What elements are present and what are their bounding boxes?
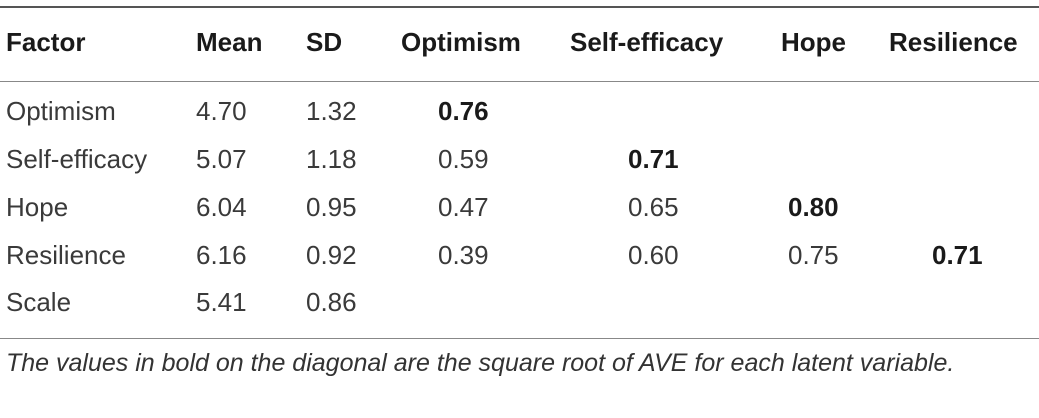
cell-mean: 5.07 xyxy=(196,144,247,174)
cell-factor: Self-efficacy xyxy=(6,144,148,174)
cell-factor: Scale xyxy=(6,287,72,317)
cell-sd: 0.86 xyxy=(306,287,357,317)
cell-factor: Hope xyxy=(6,192,69,222)
cell-mean: 4.70 xyxy=(196,96,247,126)
table-header-rule xyxy=(0,81,1039,82)
cell-optimism: 0.47 xyxy=(438,192,489,222)
table-row: Resilience 6.16 0.92 0.39 0.60 0.75 0.71 xyxy=(0,235,1039,275)
table-row: Scale 5.41 0.86 xyxy=(0,282,1039,322)
header-resilience: Resilience xyxy=(889,27,1018,57)
cell-factor: Optimism xyxy=(6,96,116,126)
cell-mean: 6.04 xyxy=(196,192,247,222)
cell-optimism: 0.39 xyxy=(438,240,489,270)
header-sd: SD xyxy=(306,27,343,57)
cell-sd: 0.92 xyxy=(306,240,357,270)
cell-mean: 6.16 xyxy=(196,240,247,270)
table-top-rule xyxy=(0,6,1039,8)
cell-mean: 5.41 xyxy=(196,287,247,317)
header-hope: Hope xyxy=(781,27,846,57)
cell-hope: 0.80 xyxy=(788,192,839,222)
cell-self-efficacy: 0.60 xyxy=(628,240,679,270)
cell-factor: Resilience xyxy=(6,240,126,270)
cell-self-efficacy: 0.65 xyxy=(628,192,679,222)
header-mean: Mean xyxy=(196,27,263,57)
header-factor: Factor xyxy=(6,27,86,57)
table-header-row: Factor Mean SD Optimism Self-efficacy Ho… xyxy=(0,22,1039,62)
table-row: Self-efficacy 5.07 1.18 0.59 0.71 xyxy=(0,139,1039,179)
cell-optimism: 0.59 xyxy=(438,144,489,174)
table-row: Hope 6.04 0.95 0.47 0.65 0.80 xyxy=(0,187,1039,227)
cell-resilience: 0.71 xyxy=(932,240,983,270)
cell-sd: 1.32 xyxy=(306,96,357,126)
table-bottom-rule xyxy=(0,338,1039,339)
header-optimism: Optimism xyxy=(401,27,521,57)
cell-self-efficacy: 0.71 xyxy=(628,144,679,174)
cell-optimism: 0.76 xyxy=(438,96,489,126)
cell-sd: 1.18 xyxy=(306,144,357,174)
table-row: Optimism 4.70 1.32 0.76 xyxy=(0,91,1039,131)
header-self-efficacy: Self-efficacy xyxy=(570,27,724,57)
table-footnote: The values in bold on the diagonal are t… xyxy=(6,349,955,377)
cell-sd: 0.95 xyxy=(306,192,357,222)
cell-hope: 0.75 xyxy=(788,240,839,270)
